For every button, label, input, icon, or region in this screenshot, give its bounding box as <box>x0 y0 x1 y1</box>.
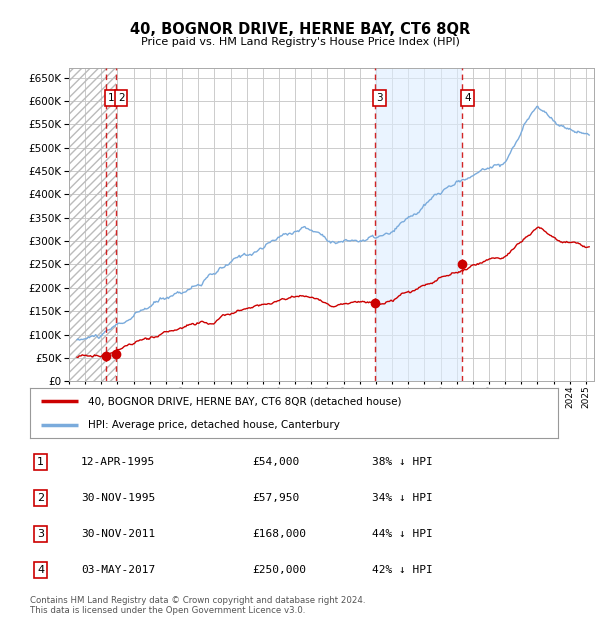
Text: 44% ↓ HPI: 44% ↓ HPI <box>372 529 433 539</box>
Text: 40, BOGNOR DRIVE, HERNE BAY, CT6 8QR (detached house): 40, BOGNOR DRIVE, HERNE BAY, CT6 8QR (de… <box>88 396 401 406</box>
Text: £54,000: £54,000 <box>252 457 299 467</box>
Text: 30-NOV-2011: 30-NOV-2011 <box>81 529 155 539</box>
Bar <box>69 68 116 381</box>
Text: £168,000: £168,000 <box>252 529 306 539</box>
Text: 42% ↓ HPI: 42% ↓ HPI <box>372 565 433 575</box>
Text: 30-NOV-1995: 30-NOV-1995 <box>81 493 155 503</box>
Text: 1: 1 <box>37 457 44 467</box>
Text: 12-APR-1995: 12-APR-1995 <box>81 457 155 467</box>
Text: 4: 4 <box>37 565 44 575</box>
Text: 03-MAY-2017: 03-MAY-2017 <box>81 565 155 575</box>
Text: 40, BOGNOR DRIVE, HERNE BAY, CT6 8QR: 40, BOGNOR DRIVE, HERNE BAY, CT6 8QR <box>130 22 470 37</box>
Text: £57,950: £57,950 <box>252 493 299 503</box>
Bar <box>374 68 463 381</box>
Text: 34% ↓ HPI: 34% ↓ HPI <box>372 493 433 503</box>
Text: 2: 2 <box>118 93 124 103</box>
Text: 2: 2 <box>37 493 44 503</box>
Text: 4: 4 <box>464 93 470 103</box>
Text: 1: 1 <box>107 93 114 103</box>
Text: 38% ↓ HPI: 38% ↓ HPI <box>372 457 433 467</box>
Text: Contains HM Land Registry data © Crown copyright and database right 2024.
This d: Contains HM Land Registry data © Crown c… <box>30 596 365 615</box>
Text: Price paid vs. HM Land Registry's House Price Index (HPI): Price paid vs. HM Land Registry's House … <box>140 37 460 47</box>
Text: HPI: Average price, detached house, Canterbury: HPI: Average price, detached house, Cant… <box>88 420 340 430</box>
Text: 3: 3 <box>37 529 44 539</box>
Text: £250,000: £250,000 <box>252 565 306 575</box>
Text: 3: 3 <box>376 93 383 103</box>
